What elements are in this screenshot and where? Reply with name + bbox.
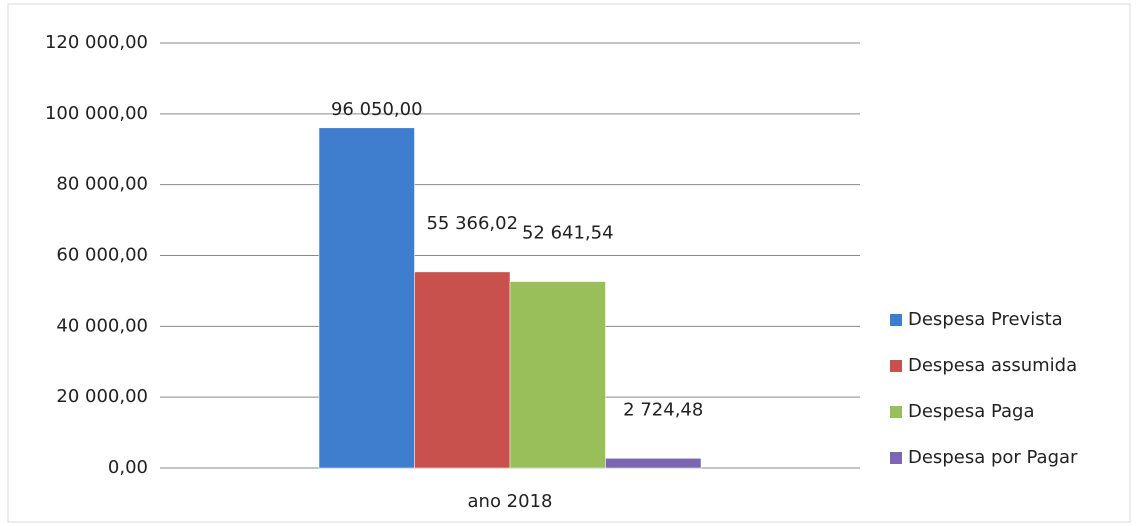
legend-label: Despesa assumida: [908, 355, 1077, 376]
y-tick-label: 100 000,00: [45, 103, 148, 124]
y-tick-label: 120 000,00: [45, 32, 148, 53]
y-tick-label: 40 000,00: [56, 315, 148, 336]
legend-label: Despesa Paga: [908, 401, 1034, 422]
legend-label: Despesa por Pagar: [908, 447, 1078, 468]
bar: [414, 271, 511, 469]
y-tick-label: 60 000,00: [56, 245, 148, 266]
value-label: 55 366,02: [426, 213, 518, 234]
legend-swatch: [890, 406, 902, 418]
y-tick-label: 0,00: [108, 457, 148, 478]
bar: [318, 127, 415, 469]
y-tick-label: 80 000,00: [56, 174, 148, 195]
legend-swatch: [890, 314, 902, 326]
value-label: 52 641,54: [522, 223, 614, 244]
legend-swatch: [890, 452, 902, 464]
legend-swatch: [890, 360, 902, 372]
value-label: 2 724,48: [623, 399, 703, 420]
y-tick-label: 20 000,00: [56, 386, 148, 407]
bar: [605, 458, 702, 469]
value-label: 96 050,00: [331, 99, 423, 120]
bar: [509, 281, 606, 469]
legend-label: Despesa Prevista: [908, 309, 1063, 330]
x-tick-label: ano 2018: [468, 491, 553, 512]
